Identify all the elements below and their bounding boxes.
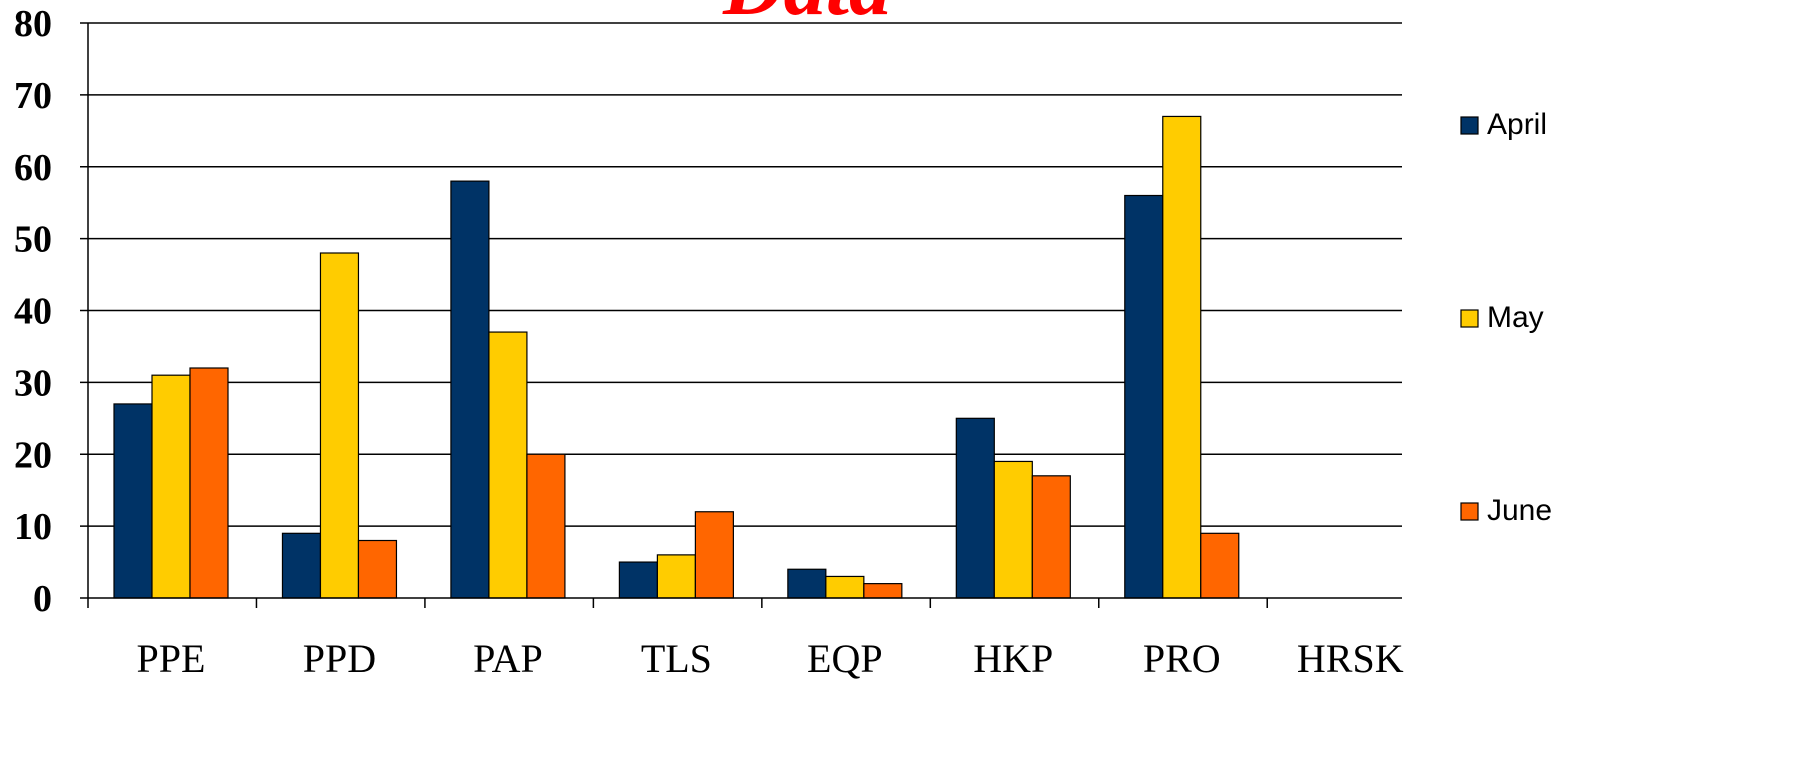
bar-june-eqp — [863, 583, 903, 599]
legend-swatch-april — [1460, 116, 1479, 135]
bar-april-eqp — [787, 568, 827, 599]
bar-may-ppe — [151, 374, 191, 599]
y-tick-label: 60 — [14, 147, 52, 189]
bar-may-pap — [488, 331, 528, 599]
y-tick-label: 70 — [14, 75, 52, 117]
bar-june-ppe — [189, 367, 229, 599]
bar-april-tls — [618, 561, 658, 599]
legend-label-june: June — [1487, 494, 1552, 527]
x-tick-label: HKP — [973, 636, 1053, 681]
legend: April May June — [1460, 108, 1552, 527]
x-tick-label: PPE — [137, 636, 206, 681]
bar-april-ppd — [281, 532, 322, 599]
y-tick-label: 30 — [14, 362, 52, 404]
x-tick-label: EQP — [807, 636, 883, 681]
gridlines — [88, 22, 1402, 527]
y-axis-ticks: 0 10 20 30 40 50 60 70 80 — [14, 3, 52, 620]
bar-june-pap — [526, 453, 566, 599]
bar-may-ppd — [319, 252, 360, 599]
bar-june-ppd — [357, 539, 398, 599]
legend-label-april: April — [1487, 108, 1547, 141]
legend-swatch-june — [1460, 502, 1479, 521]
bar-june-hkp — [1031, 475, 1071, 599]
bar-april-ppe — [113, 403, 153, 599]
chart-title: Data — [722, 0, 891, 33]
bar-june-tls — [694, 511, 734, 599]
y-tick-label: 20 — [14, 434, 52, 476]
legend-label-may: May — [1487, 301, 1544, 334]
bar-may-tls — [656, 554, 696, 599]
x-tick-label: HRSK — [1297, 636, 1404, 681]
y-tick-label: 40 — [14, 291, 52, 333]
bar-may-hkp — [993, 460, 1033, 599]
axes — [80, 22, 1402, 608]
y-tick-label: 80 — [14, 3, 52, 45]
bar-april-hkp — [955, 417, 995, 599]
bar-may-pro — [1162, 115, 1202, 599]
x-tick-label: TLS — [641, 636, 712, 681]
x-tick-label: PPD — [303, 636, 376, 681]
x-tick-label: PAP — [473, 636, 543, 681]
bar-april-pro — [1124, 194, 1164, 599]
bars — [113, 115, 1240, 599]
y-tick-label: 10 — [14, 506, 52, 548]
legend-swatch-may — [1460, 309, 1479, 328]
y-tick-label: 50 — [14, 219, 52, 261]
bar-april-pap — [450, 180, 490, 599]
bar-may-eqp — [825, 575, 865, 599]
x-tick-label: PRO — [1143, 636, 1221, 681]
x-axis-ticks: PPE PPD PAP TLS EQP HKP PRO HRSK — [137, 636, 1404, 681]
bar-june-pro — [1200, 532, 1240, 599]
y-tick-label: 0 — [33, 578, 52, 620]
